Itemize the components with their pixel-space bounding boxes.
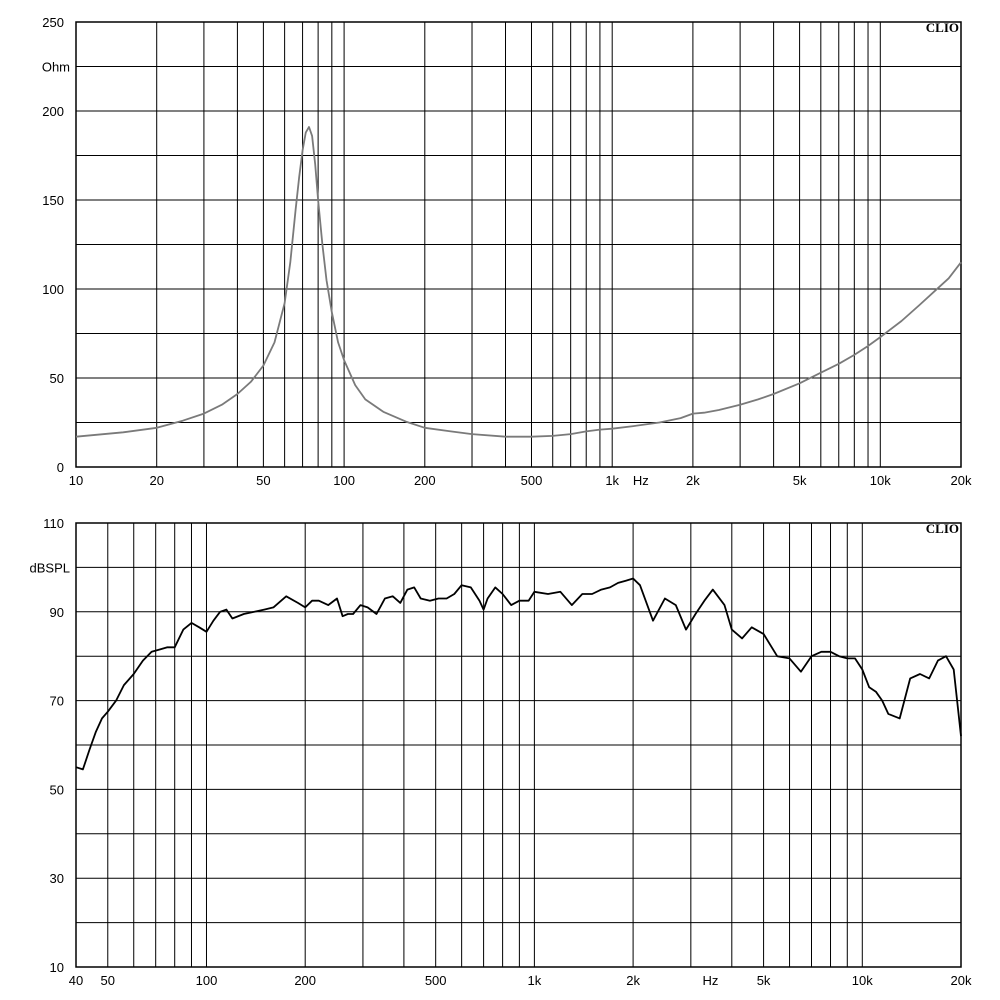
impedance-chart: 0 50 100 150 200 250 Ohm 10 20 50 100 200 500 1k 2k 5k 1… <box>42 15 972 488</box>
x-tick-label: 100 <box>196 973 218 988</box>
spl-chart: 10 30 50 70 90 110 dBSPL 40 50 100 200 500 1k 2k 5k 10k… <box>30 516 972 988</box>
x-tick-label: 500 <box>521 473 543 488</box>
x-tick-label: 10 <box>69 473 83 488</box>
y-tick-label: 50 <box>50 371 64 386</box>
y-tick-label: 90 <box>50 605 64 620</box>
x-tick-label: 20k <box>951 973 972 988</box>
x-tick-label: 10k <box>852 973 873 988</box>
x-tick-label: 2k <box>626 973 640 988</box>
y-tick-label: 200 <box>42 104 64 119</box>
x-tick-label: 20 <box>149 473 163 488</box>
plot-frame <box>75 21 962 468</box>
y-tick-label: 10 <box>50 960 64 975</box>
x-tick-label: 2k <box>686 473 700 488</box>
x-tick-label: 40 <box>69 973 83 988</box>
y-tick-label: 30 <box>50 871 64 886</box>
y-tick-label: 50 <box>50 782 64 797</box>
x-tick-label: 100 <box>333 473 355 488</box>
y-axis-label: dBSPL <box>30 560 70 575</box>
y-tick-label: 250 <box>42 15 64 30</box>
series-line <box>75 126 962 438</box>
plot-frame <box>75 522 962 968</box>
clio-brand-label: CLIO <box>926 521 959 536</box>
x-tick-label: 200 <box>294 973 316 988</box>
y-axis-label: Ohm <box>42 60 70 75</box>
x-tick-label: 5k <box>793 473 807 488</box>
clio-brand-label: CLIO <box>926 20 959 35</box>
x-tick-label: 200 <box>414 473 436 488</box>
x-axis-label: Hz <box>702 973 718 988</box>
x-tick-label: 500 <box>425 973 447 988</box>
x-tick-label: 10k <box>870 473 891 488</box>
series-line <box>75 577 962 771</box>
x-axis-label: Hz <box>633 473 649 488</box>
y-tick-label: 150 <box>42 193 64 208</box>
x-tick-label: 50 <box>101 973 115 988</box>
x-tick-label: 5k <box>757 973 771 988</box>
x-tick-label: 50 <box>256 473 270 488</box>
x-tick-label: 1k <box>528 973 542 988</box>
y-tick-label: 70 <box>50 694 64 709</box>
x-tick-label: 1k <box>605 473 619 488</box>
y-tick-label: 100 <box>42 282 64 297</box>
y-tick-label: 110 <box>43 516 64 531</box>
y-tick-label: 0 <box>57 460 64 475</box>
x-tick-label: 20k <box>951 473 972 488</box>
